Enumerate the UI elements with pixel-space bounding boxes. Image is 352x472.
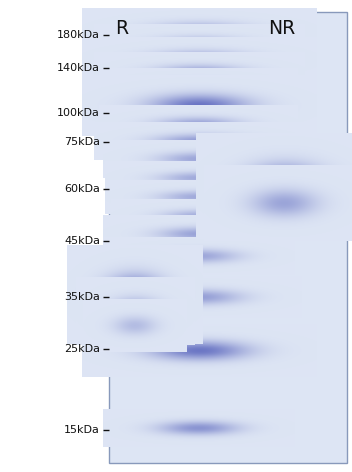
Text: 25kDa: 25kDa bbox=[64, 344, 100, 354]
Text: 45kDa: 45kDa bbox=[64, 236, 100, 246]
Text: 35kDa: 35kDa bbox=[64, 292, 100, 303]
Text: NR: NR bbox=[268, 19, 295, 38]
Text: R: R bbox=[115, 19, 128, 38]
Text: 140kDa: 140kDa bbox=[57, 63, 100, 74]
Text: 100kDa: 100kDa bbox=[57, 108, 100, 118]
Text: 15kDa: 15kDa bbox=[64, 424, 100, 435]
FancyBboxPatch shape bbox=[109, 12, 347, 463]
Text: 60kDa: 60kDa bbox=[64, 184, 100, 194]
Text: 180kDa: 180kDa bbox=[57, 30, 100, 41]
Text: 75kDa: 75kDa bbox=[64, 136, 100, 147]
